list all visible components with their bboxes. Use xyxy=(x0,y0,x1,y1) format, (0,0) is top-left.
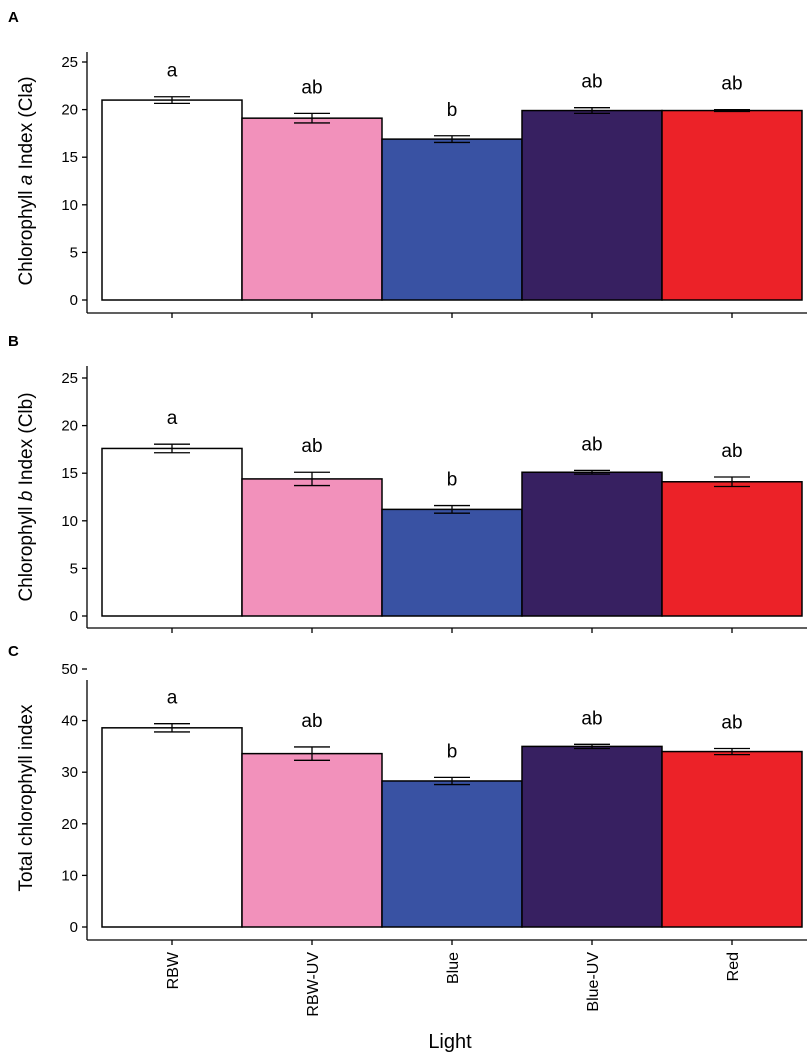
y-tick-label: 10 xyxy=(61,197,78,214)
y-tick-label: 0 xyxy=(70,292,78,309)
bar-blue-uv xyxy=(521,745,663,928)
bar-rbw xyxy=(101,99,243,301)
error-bar xyxy=(714,747,750,756)
error-bar xyxy=(574,107,610,115)
error-bar xyxy=(294,471,330,487)
y-tick-label: 15 xyxy=(61,149,78,166)
significance-letter: ab xyxy=(301,711,322,732)
y-tick-label: 5 xyxy=(70,244,78,261)
error-bar xyxy=(154,443,190,454)
y-tick-label: 10 xyxy=(61,513,78,530)
significance-letter: b xyxy=(447,741,458,762)
error-bar xyxy=(154,723,190,733)
significance-letter: b xyxy=(447,100,458,121)
y-tick-label: 25 xyxy=(61,54,78,71)
significance-letter: a xyxy=(167,408,178,429)
bar-blue xyxy=(381,138,523,301)
y-tick-label: 20 xyxy=(61,816,78,833)
bar-blue-uv xyxy=(521,109,663,301)
significance-letter: ab xyxy=(581,434,602,455)
y-tick-label: 15 xyxy=(61,465,78,482)
panel-letter: A xyxy=(8,9,19,26)
bar-blue xyxy=(381,780,523,928)
chart-panel-b: Ba ab b ab ab 0 5 10 15 20 25 Chlorophyll b Index (… xyxy=(8,333,807,633)
error-bar xyxy=(294,746,330,761)
chart-panel-a: Aa ab b ab ab 0 5 10 15 20 25 Chlorophyll a Index (… xyxy=(8,9,807,318)
x-category-label: Blue xyxy=(445,952,462,984)
bar-rbw-uv xyxy=(241,117,383,301)
error-bar xyxy=(434,135,470,144)
y-tick-label: 30 xyxy=(61,764,78,781)
bar-rbw-uv xyxy=(241,478,383,617)
x-category-label: RBW xyxy=(165,951,182,989)
error-bar xyxy=(434,504,470,514)
significance-letter: a xyxy=(167,688,178,709)
y-tick-label: 20 xyxy=(61,102,78,119)
error-bar xyxy=(434,776,470,786)
significance-letter: ab xyxy=(581,708,602,729)
x-category-label: Red xyxy=(725,952,742,981)
significance-letter: a xyxy=(167,61,178,82)
y-axis-label: Chlorophyll b Index (Clb) xyxy=(16,392,37,601)
error-bar xyxy=(574,469,610,475)
panel-letter: C xyxy=(8,643,19,660)
error-bar xyxy=(574,743,610,750)
significance-letter: ab xyxy=(301,77,322,98)
significance-letter: ab xyxy=(581,72,602,93)
bar-rbw xyxy=(101,727,243,928)
y-tick-label: 25 xyxy=(61,370,78,387)
bar-blue-uv xyxy=(521,471,663,617)
chart-panel-c: Ca ab b ab ab 0 10 20 30 40 50 Total chlorophyll in… xyxy=(8,643,807,1017)
bar-red xyxy=(661,109,803,301)
y-tick-label: 20 xyxy=(61,418,78,435)
y-axis-label: Total chlorophyll index xyxy=(16,704,37,891)
error-bar xyxy=(714,476,750,488)
x-axis-label: Light xyxy=(428,1031,472,1053)
x-category-label: RBW-UV xyxy=(305,952,322,1017)
bar-red xyxy=(661,481,803,617)
bar-blue xyxy=(381,508,523,617)
y-tick-label: 40 xyxy=(61,713,78,730)
x-category-label: Blue-UV xyxy=(585,952,602,1012)
bar-red xyxy=(661,750,803,928)
y-tick-label: 0 xyxy=(70,919,78,936)
significance-letter: ab xyxy=(721,74,742,95)
error-bar xyxy=(714,108,750,113)
bar-rbw xyxy=(101,447,243,617)
bar-rbw-uv xyxy=(241,752,383,928)
error-bar xyxy=(294,112,330,124)
panel-letter: B xyxy=(8,333,19,350)
y-axis-label: Chlorophyll a Index (Cla) xyxy=(16,76,37,285)
y-tick-label: 10 xyxy=(61,867,78,884)
error-bar xyxy=(154,96,190,105)
significance-letter: ab xyxy=(721,712,742,733)
y-tick-label: 5 xyxy=(70,560,78,577)
significance-letter: ab xyxy=(721,441,742,462)
significance-letter: b xyxy=(447,470,458,491)
y-tick-label: 50 xyxy=(61,661,78,678)
significance-letter: ab xyxy=(301,436,322,457)
y-tick-label: 0 xyxy=(70,608,78,625)
